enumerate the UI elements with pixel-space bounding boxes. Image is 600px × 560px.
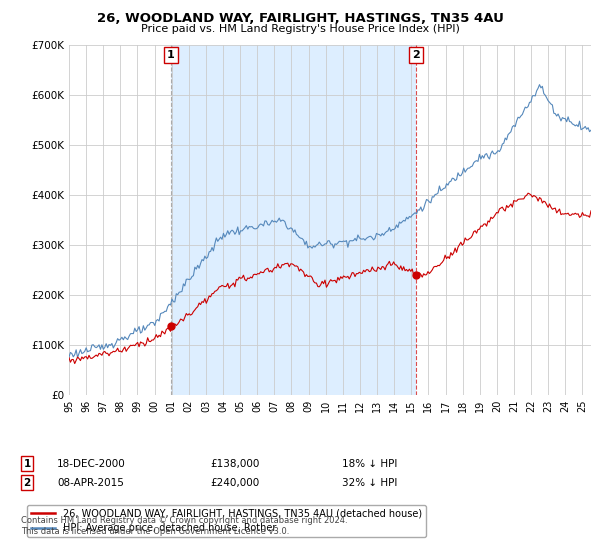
Legend: 26, WOODLAND WAY, FAIRLIGHT, HASTINGS, TN35 4AU (detached house), HPI: Average p: 26, WOODLAND WAY, FAIRLIGHT, HASTINGS, T… <box>27 505 426 537</box>
Text: 1: 1 <box>167 50 175 60</box>
Text: 2: 2 <box>412 50 420 60</box>
Text: 18-DEC-2000: 18-DEC-2000 <box>57 459 126 469</box>
Bar <box>171 45 416 395</box>
Text: 08-APR-2015: 08-APR-2015 <box>57 478 124 488</box>
Text: 32% ↓ HPI: 32% ↓ HPI <box>342 478 397 488</box>
Text: 1: 1 <box>23 459 31 469</box>
Text: £138,000: £138,000 <box>210 459 259 469</box>
Text: Price paid vs. HM Land Registry's House Price Index (HPI): Price paid vs. HM Land Registry's House … <box>140 24 460 34</box>
Text: £240,000: £240,000 <box>210 478 259 488</box>
Text: Contains HM Land Registry data © Crown copyright and database right 2024.
This d: Contains HM Land Registry data © Crown c… <box>21 516 347 536</box>
Text: 2: 2 <box>23 478 31 488</box>
Text: 18% ↓ HPI: 18% ↓ HPI <box>342 459 397 469</box>
Text: 26, WOODLAND WAY, FAIRLIGHT, HASTINGS, TN35 4AU: 26, WOODLAND WAY, FAIRLIGHT, HASTINGS, T… <box>97 12 503 25</box>
